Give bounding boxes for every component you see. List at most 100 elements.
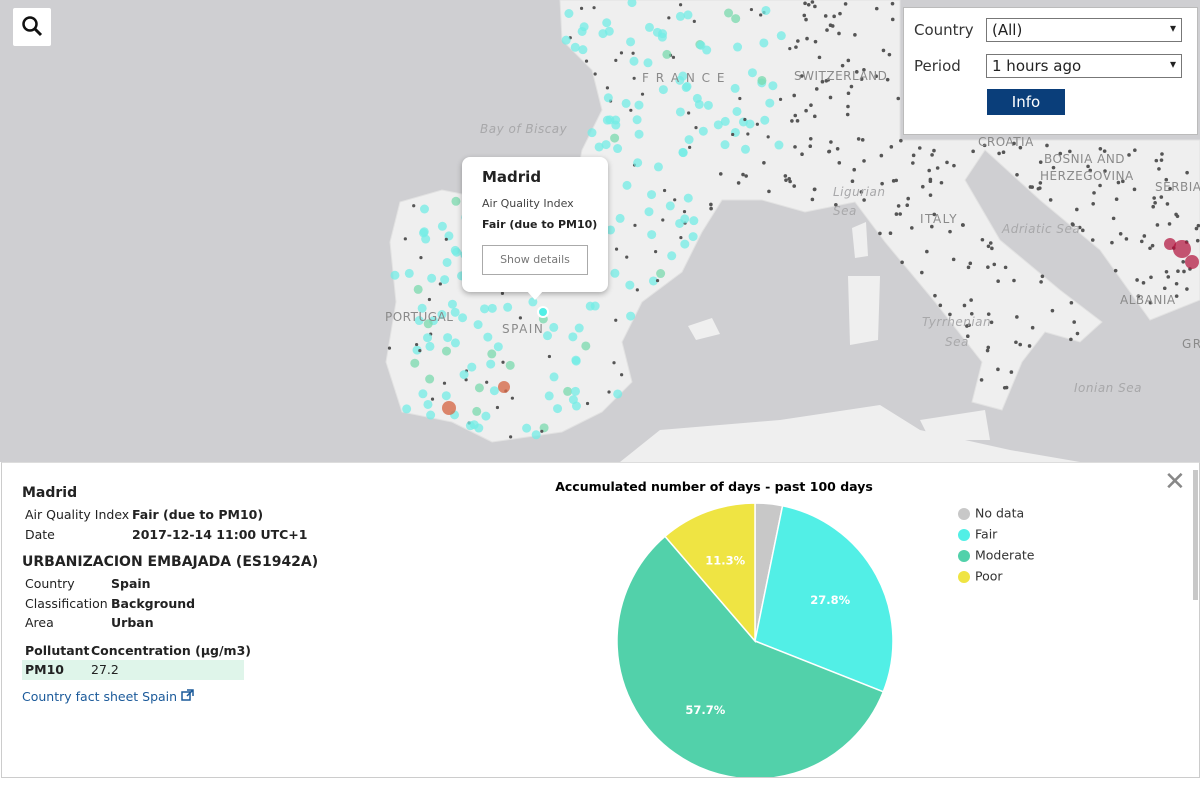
- station-dot: [1162, 286, 1167, 291]
- station-dot: [1116, 180, 1121, 185]
- station-dot: [459, 370, 469, 380]
- station-dot: [501, 360, 505, 364]
- station-dot: [812, 187, 817, 192]
- station-dot: [788, 179, 792, 184]
- station-dot: [1098, 146, 1103, 151]
- station-dot: [778, 97, 783, 101]
- station-dot: [603, 93, 613, 103]
- legend-swatch: [958, 529, 970, 541]
- station-dot: [423, 333, 433, 343]
- station-dot: [531, 430, 541, 440]
- station-dot: [544, 391, 554, 401]
- station-dot: [452, 247, 462, 257]
- station-dot: [640, 92, 645, 96]
- data-label: 27.8%: [810, 593, 850, 607]
- station-dot: [962, 303, 967, 308]
- station-dot: [614, 58, 618, 63]
- scrollbar[interactable]: [1193, 470, 1198, 600]
- station-name: URBANIZACION EMBAJADA (ES1942A): [22, 554, 319, 570]
- show-details-button[interactable]: Show details: [482, 245, 588, 275]
- station-dot: [917, 146, 922, 150]
- station-dot: [720, 116, 730, 126]
- station-dot: [412, 345, 422, 355]
- station-dot: [846, 58, 851, 63]
- external-icon: [181, 689, 194, 701]
- search-button[interactable]: [13, 8, 51, 46]
- station-dot: [415, 342, 419, 347]
- station-dot: [419, 204, 429, 214]
- station-dot: [437, 221, 447, 231]
- station-dot: [813, 4, 817, 9]
- station-dot: [442, 381, 447, 385]
- station-dot: [825, 28, 829, 32]
- station-dot: [587, 128, 597, 138]
- station-dot: [709, 206, 713, 211]
- station-dot: [709, 202, 713, 207]
- station-dot: [920, 184, 925, 189]
- station-dot: [930, 153, 934, 157]
- station-dot: [444, 237, 448, 241]
- station-dot: [540, 429, 544, 433]
- station-dot: [1148, 300, 1153, 305]
- station-dot: [1139, 239, 1144, 244]
- station-dot: [653, 162, 663, 172]
- map-label: SPAIN: [502, 322, 544, 336]
- popup-tip: [526, 290, 544, 300]
- station-dot: [474, 423, 484, 433]
- station-dot: [655, 278, 660, 283]
- station-dot: [441, 346, 451, 356]
- station-dot: [1165, 202, 1170, 206]
- station-dot: [632, 76, 636, 80]
- station-dot: [1075, 207, 1079, 212]
- station-dot: [759, 38, 769, 48]
- station-dot: [625, 280, 635, 290]
- station-dot: [678, 148, 688, 158]
- station-dot: [1012, 141, 1016, 146]
- period-select[interactable]: 1 hours ago: [986, 54, 1182, 78]
- legend-swatch: [958, 508, 970, 520]
- pie-slice: [663, 502, 756, 644]
- station-dot: [403, 237, 407, 241]
- station-dot: [986, 244, 991, 249]
- station-dot: [607, 390, 611, 394]
- station-dot: [622, 180, 632, 190]
- table-cell: PM10: [25, 662, 64, 677]
- station-dot: [759, 13, 763, 17]
- station-dot: [718, 172, 723, 176]
- station-dot: [928, 179, 933, 184]
- station-dot: [1154, 158, 1159, 163]
- station-dot: [1173, 240, 1191, 258]
- selected-station[interactable]: [537, 306, 549, 318]
- station-dot: [613, 144, 623, 154]
- station-dot: [631, 51, 635, 55]
- station-dot: [564, 8, 574, 18]
- close-button[interactable]: ✕: [1164, 467, 1186, 497]
- station-dot: [390, 270, 400, 280]
- station-dot: [577, 26, 587, 36]
- station-dot: [749, 7, 754, 12]
- station-dot: [1133, 148, 1137, 152]
- station-dot: [1164, 269, 1169, 274]
- map-label: GR: [1182, 337, 1200, 351]
- station-dot: [888, 231, 893, 235]
- station-dot: [890, 1, 895, 6]
- info-button[interactable]: Info: [987, 89, 1065, 115]
- station-dot: [986, 265, 990, 269]
- station-dot: [613, 389, 623, 399]
- station-dot: [1050, 308, 1055, 313]
- island: [848, 276, 880, 345]
- station-dot: [629, 108, 633, 112]
- station-dot: [743, 117, 747, 122]
- station-dot: [988, 241, 993, 245]
- fact-sheet-link[interactable]: Country fact sheet Spain: [22, 689, 194, 704]
- station-dot: [732, 106, 742, 116]
- station-dot: [911, 161, 915, 165]
- station-dot: [654, 250, 658, 254]
- country-select[interactable]: (All): [986, 18, 1182, 42]
- station-dot: [1174, 281, 1179, 286]
- station-dot: [474, 383, 484, 393]
- station-dot: [979, 378, 984, 382]
- station-dot: [430, 397, 435, 401]
- station-dot: [896, 204, 901, 208]
